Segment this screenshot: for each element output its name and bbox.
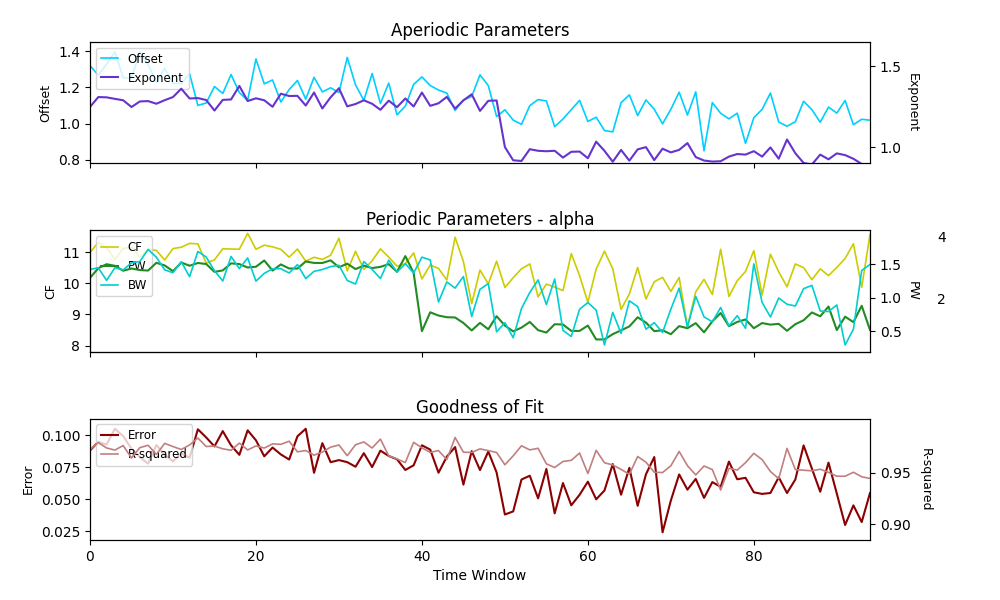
- Exponent: [673, 146, 685, 154]
- CF: [117, 245, 129, 252]
- Offset: [673, 89, 685, 96]
- Line: R-squared: R-squared: [90, 437, 870, 490]
- Legend: CF, PW, BW: CF, PW, BW: [96, 236, 152, 296]
- Line: BW: BW: [90, 250, 870, 345]
- Offset: [125, 74, 137, 82]
- PW: [681, 325, 693, 332]
- R-squared: [84, 446, 96, 453]
- CF: [673, 274, 685, 281]
- BW: [864, 261, 876, 268]
- CF: [84, 249, 96, 256]
- R-squared: [673, 448, 685, 455]
- R-squared: [640, 458, 652, 466]
- Error: [640, 470, 652, 478]
- Y-axis label: Exponent: Exponent: [905, 73, 918, 132]
- Exponent: [623, 157, 635, 164]
- BW: [233, 265, 245, 272]
- Line: CF: CF: [90, 233, 870, 326]
- PW: [632, 314, 644, 321]
- Error: [233, 451, 245, 458]
- Exponent: [117, 97, 129, 104]
- R-squared: [665, 462, 677, 469]
- PW: [117, 267, 129, 274]
- Error: [125, 445, 137, 452]
- Exponent: [665, 149, 677, 156]
- PW: [673, 323, 685, 330]
- Legend: Offset, Exponent: Offset, Exponent: [96, 48, 188, 89]
- CF: [623, 290, 635, 298]
- Offset: [864, 116, 876, 124]
- R-squared: [225, 446, 237, 454]
- Line: PW: PW: [90, 256, 870, 340]
- CF: [665, 288, 677, 295]
- Error: [657, 529, 669, 536]
- CF: [681, 323, 693, 330]
- R-squared: [623, 470, 635, 478]
- Title: Goodness of Fit: Goodness of Fit: [416, 399, 544, 417]
- PW: [864, 326, 876, 334]
- Title: Aperiodic Parameters: Aperiodic Parameters: [391, 22, 569, 40]
- Offset: [640, 97, 652, 104]
- R-squared: [864, 475, 876, 482]
- Line: Offset: Offset: [90, 52, 870, 151]
- CF: [640, 295, 652, 302]
- PW: [84, 274, 96, 281]
- BW: [632, 303, 644, 310]
- PW: [399, 253, 411, 260]
- Exponent: [84, 103, 96, 110]
- Offset: [623, 91, 635, 98]
- Y-axis label: R-squared: R-squared: [918, 448, 931, 511]
- PW: [225, 260, 237, 267]
- Y-axis label: Offset: Offset: [40, 84, 53, 122]
- Exponent: [864, 165, 876, 172]
- CF: [242, 230, 254, 237]
- Exponent: [640, 143, 652, 151]
- Error: [681, 486, 693, 493]
- Error: [109, 425, 121, 433]
- Error: [84, 447, 96, 454]
- Error: [673, 471, 685, 478]
- R-squared: [715, 487, 727, 494]
- Line: Error: Error: [90, 429, 870, 532]
- Y-axis label: Error: Error: [22, 464, 35, 494]
- PW: [648, 328, 660, 335]
- Line: Exponent: Exponent: [90, 86, 870, 169]
- CF: [225, 245, 237, 253]
- Offset: [665, 106, 677, 113]
- Exponent: [233, 82, 245, 89]
- Offset: [698, 147, 710, 154]
- Exponent: [225, 96, 237, 103]
- X-axis label: Time Window: Time Window: [433, 569, 527, 583]
- Legend: Error, R-squared: Error, R-squared: [96, 424, 192, 466]
- Y-axis label: CF: CF: [44, 283, 57, 299]
- Title: Periodic Parameters - alpha: Periodic Parameters - alpha: [366, 211, 594, 229]
- BW: [84, 266, 96, 273]
- R-squared: [117, 442, 129, 449]
- Error: [623, 464, 635, 472]
- Y-axis label: PW: PW: [905, 281, 918, 301]
- BW: [673, 284, 685, 292]
- BW: [117, 266, 129, 274]
- Offset: [233, 89, 245, 96]
- PW: [590, 336, 602, 343]
- BW: [681, 323, 693, 331]
- BW: [648, 319, 660, 326]
- R-squared: [449, 434, 461, 441]
- CF: [864, 231, 876, 238]
- Offset: [109, 48, 121, 55]
- BW: [142, 246, 154, 253]
- BW: [598, 341, 610, 349]
- Offset: [84, 62, 96, 69]
- Error: [864, 490, 876, 497]
